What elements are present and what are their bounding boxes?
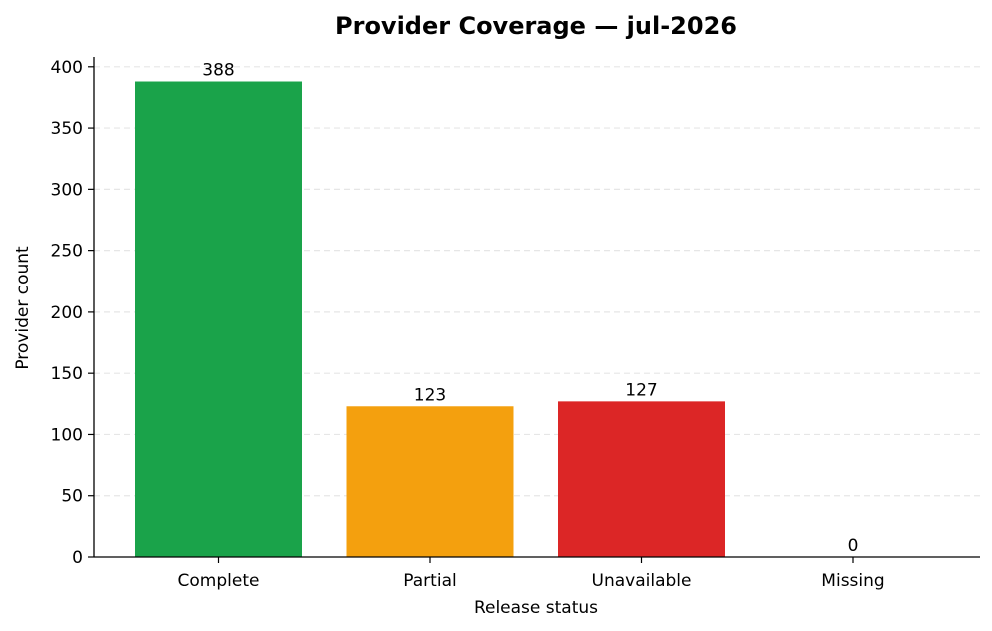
x-tick-label: Partial bbox=[403, 571, 456, 591]
data-labels: 388 123 127 0 bbox=[202, 61, 858, 556]
x-axis-ticks: Complete Partial Unavailable Missing bbox=[178, 557, 885, 591]
x-tick-label: Missing bbox=[821, 571, 884, 591]
y-axis-ticks: 0 50 100 150 200 250 300 350 400 bbox=[51, 58, 94, 568]
y-tick-label: 200 bbox=[51, 303, 83, 323]
y-tick-label: 0 bbox=[72, 548, 83, 568]
y-tick-label: 300 bbox=[51, 180, 83, 200]
y-tick-label: 150 bbox=[51, 364, 83, 384]
y-axis-label: Provider count bbox=[13, 246, 33, 370]
y-tick-label: 400 bbox=[51, 58, 83, 78]
data-label-unavailable: 127 bbox=[625, 380, 657, 400]
grid-lines bbox=[94, 66, 980, 497]
x-tick-label: Unavailable bbox=[592, 571, 692, 591]
data-label-missing: 0 bbox=[848, 536, 859, 556]
bar-partial bbox=[346, 406, 514, 557]
x-tick-label: Complete bbox=[178, 571, 260, 591]
axes bbox=[93, 57, 980, 558]
y-tick-label: 250 bbox=[51, 242, 83, 262]
x-axis-label: Release status bbox=[474, 598, 598, 618]
chart-title: Provider Coverage — jul-2026 bbox=[335, 12, 737, 40]
bar-complete bbox=[135, 81, 302, 558]
bar-unavailable bbox=[558, 401, 725, 557]
data-label-partial: 123 bbox=[414, 385, 446, 405]
y-tick-label: 100 bbox=[51, 425, 83, 445]
y-tick-label: 50 bbox=[61, 487, 83, 507]
y-tick-label: 350 bbox=[51, 119, 83, 139]
data-label-complete: 388 bbox=[202, 61, 234, 81]
bars bbox=[135, 81, 725, 558]
